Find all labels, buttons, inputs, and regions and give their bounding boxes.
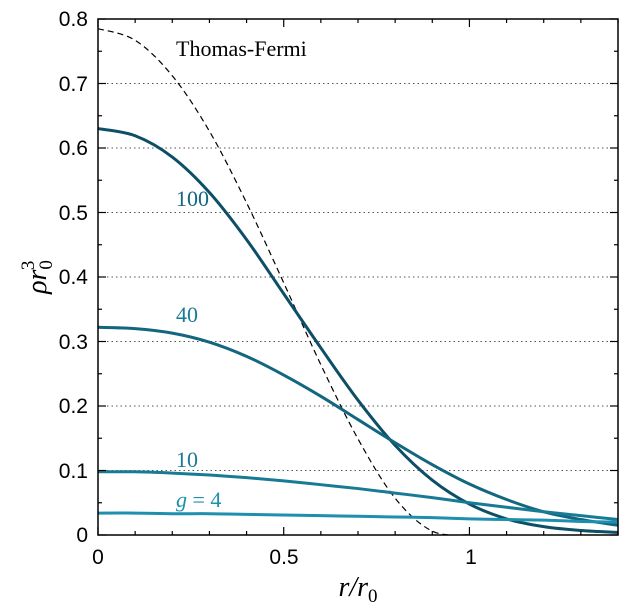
axis-ticks [97, 18, 619, 536]
annotation-g10: 10 [176, 447, 198, 472]
annotation-g4: g = 4 [176, 487, 221, 512]
x-tick-label: 1 [465, 546, 477, 569]
annotation-thomas-fermi: Thomas-Fermi [176, 36, 307, 61]
series-line-4 [98, 511, 618, 524]
x-tick-label: 0 [92, 546, 104, 569]
y-tick-label: 0.4 [59, 266, 89, 289]
series-line-0 [98, 28, 470, 535]
y-axis-label: ρr03 [18, 260, 57, 295]
series-group [98, 28, 618, 535]
y-tick-label: 0 [76, 524, 88, 547]
grid-lines [98, 83, 618, 471]
y-tick-label: 0.5 [59, 202, 88, 225]
y-tick-label: 0.6 [59, 137, 88, 160]
y-tick-label: 0.7 [59, 73, 88, 96]
y-tick-label: 0.2 [59, 395, 88, 418]
series-line-2 [98, 325, 618, 527]
y-tick-label: 0.1 [59, 460, 88, 483]
annotation-g100: 100 [176, 186, 209, 211]
series-line-3 [98, 470, 618, 522]
y-tick-label: 0.3 [59, 331, 88, 354]
series-line-1 [98, 127, 618, 534]
annotation-g40: 40 [176, 302, 198, 327]
x-tick-label: 0.5 [269, 546, 298, 569]
x-axis-label: r/r0 [338, 572, 377, 606]
y-tick-label: 0.8 [59, 8, 88, 31]
